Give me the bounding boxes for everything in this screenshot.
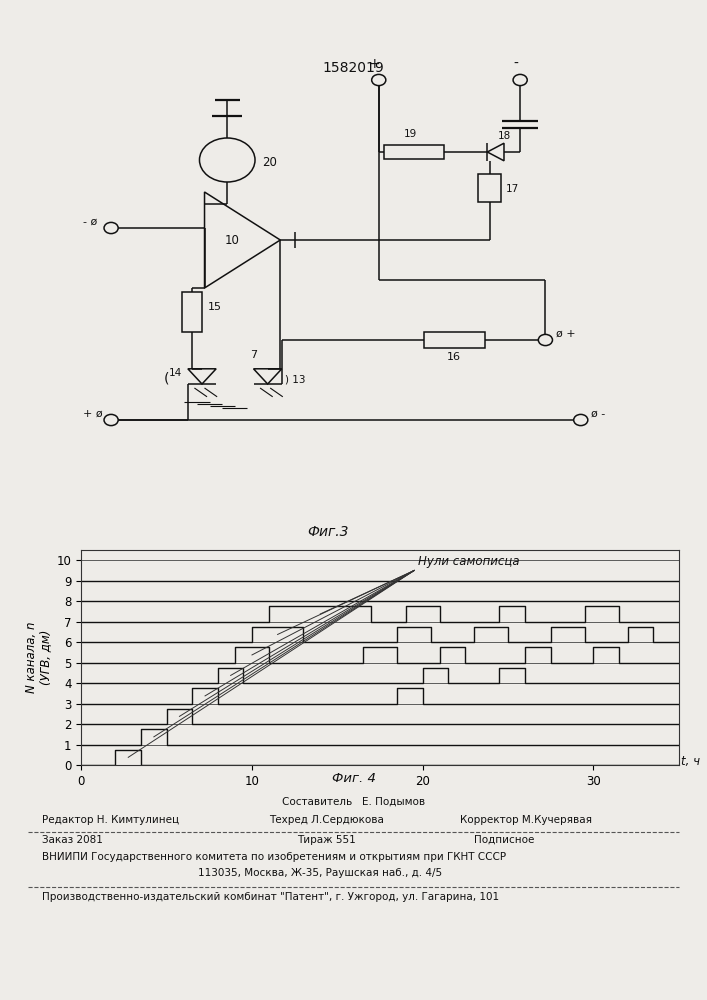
Text: Тираж 551: Тираж 551 bbox=[297, 835, 356, 845]
Bar bbox=[424, 332, 485, 348]
Text: 14: 14 bbox=[169, 368, 182, 378]
Text: Техред Л.Сердюкова: Техред Л.Сердюкова bbox=[269, 815, 383, 825]
Circle shape bbox=[513, 74, 527, 86]
Text: Редактор Н. Кимтулинец: Редактор Н. Кимтулинец bbox=[42, 815, 180, 825]
Text: 10: 10 bbox=[225, 233, 240, 246]
Bar bbox=[182, 292, 202, 332]
Text: 17: 17 bbox=[506, 184, 519, 194]
Text: 113035, Москва, Ж-35, Раушская наб., д. 4/5: 113035, Москва, Ж-35, Раушская наб., д. … bbox=[198, 868, 442, 878]
Circle shape bbox=[104, 222, 118, 234]
Bar bbox=[479, 174, 501, 202]
Text: Нули самописца: Нули самописца bbox=[418, 555, 519, 568]
Circle shape bbox=[199, 138, 255, 182]
Text: 19: 19 bbox=[404, 129, 417, 139]
Text: 7: 7 bbox=[250, 350, 257, 360]
Text: ø +: ø + bbox=[556, 329, 575, 339]
Text: -: - bbox=[514, 57, 518, 71]
Text: Производственно-издательский комбинат "Патент", г. Ужгород, ул. Гагарина, 101: Производственно-издательский комбинат "П… bbox=[42, 892, 500, 902]
Circle shape bbox=[372, 74, 386, 86]
Text: t, ч: t, ч bbox=[681, 756, 700, 768]
Text: ) 13: ) 13 bbox=[286, 374, 306, 384]
Text: 1582019: 1582019 bbox=[322, 61, 385, 75]
Text: Фиг. 4: Фиг. 4 bbox=[332, 772, 375, 785]
Text: Заказ 2081: Заказ 2081 bbox=[42, 835, 103, 845]
Text: Фиг.3: Фиг.3 bbox=[308, 525, 349, 539]
Text: Корректор М.Кучерявая: Корректор М.Кучерявая bbox=[460, 815, 592, 825]
Text: ВНИИПИ Государственного комитета по изобретениям и открытиям при ГКНТ СССР: ВНИИПИ Государственного комитета по изоб… bbox=[42, 852, 506, 862]
Text: (: ( bbox=[164, 371, 170, 385]
Text: +: + bbox=[369, 57, 380, 71]
Text: + ø: + ø bbox=[83, 409, 103, 419]
Text: 15: 15 bbox=[208, 302, 222, 312]
Text: Составитель   Е. Подымов: Составитель Е. Подымов bbox=[282, 797, 425, 807]
Y-axis label: N канала, n
(УГВ, дм): N канала, n (УГВ, дм) bbox=[25, 622, 52, 693]
Text: 16: 16 bbox=[447, 352, 461, 362]
Bar bbox=[384, 145, 445, 159]
Circle shape bbox=[104, 414, 118, 426]
Text: ø -: ø - bbox=[591, 409, 605, 419]
Text: Подписное: Подписное bbox=[474, 835, 534, 845]
Circle shape bbox=[538, 334, 552, 346]
Text: - ø: - ø bbox=[83, 217, 98, 227]
Circle shape bbox=[573, 414, 588, 426]
Text: 18: 18 bbox=[498, 131, 510, 141]
Text: 20: 20 bbox=[262, 156, 277, 169]
